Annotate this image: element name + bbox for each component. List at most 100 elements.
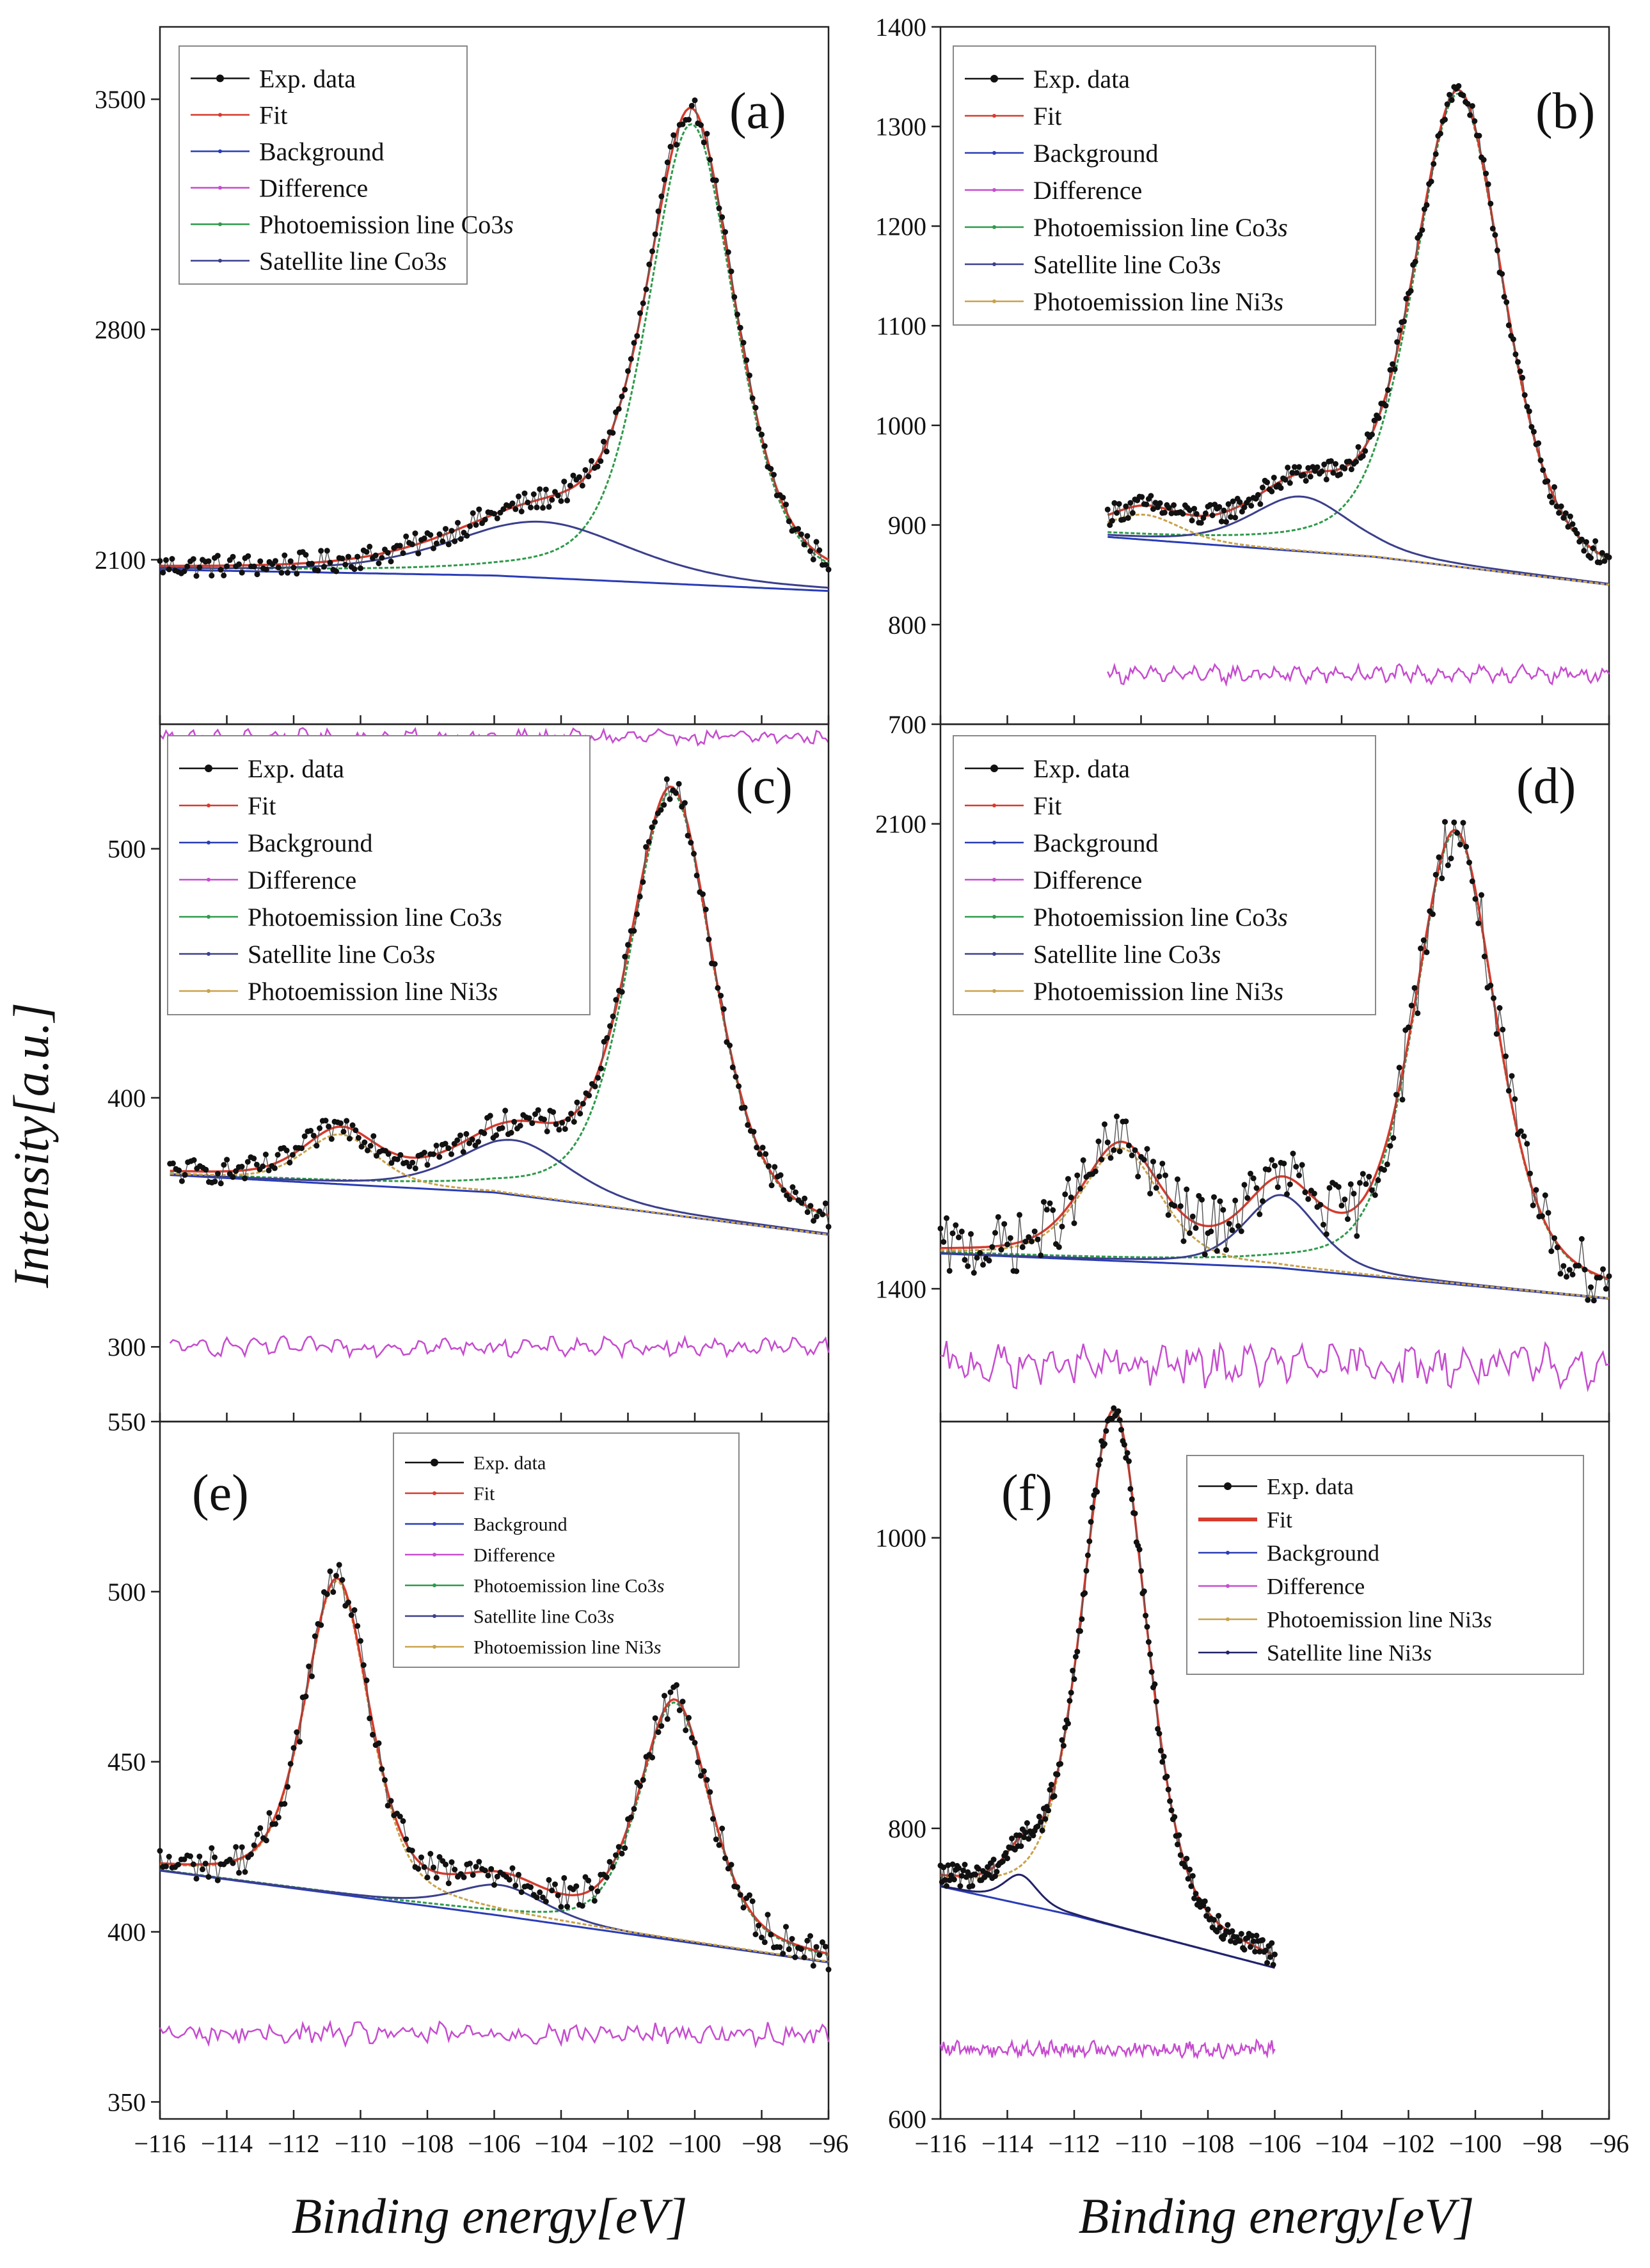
exp-data-point xyxy=(549,1887,555,1894)
exp-data-point xyxy=(518,1889,525,1895)
exp-data-point xyxy=(412,530,418,537)
legend: Exp. data Fit Background Difference Photoemi… xyxy=(1186,1455,1584,1675)
exp-data-point xyxy=(287,558,294,564)
exp-data-point xyxy=(1152,500,1159,506)
exp-data-point xyxy=(582,467,589,473)
exp-data-point xyxy=(370,1133,377,1139)
exp-data-point xyxy=(1177,1852,1184,1859)
exp-data-point xyxy=(1143,1612,1149,1619)
exp-data-point xyxy=(200,1866,205,1873)
exp-data-point xyxy=(750,1129,757,1135)
exp-data-point xyxy=(595,1075,601,1081)
exp-data-point xyxy=(1007,1235,1013,1241)
exp-data-point xyxy=(1302,1189,1308,1196)
exp-data-point xyxy=(1436,854,1442,860)
exp-data-point xyxy=(1337,471,1344,477)
exp-data-point xyxy=(576,474,582,480)
exp-data-point xyxy=(728,268,734,274)
exp-data-points xyxy=(157,1562,832,1972)
exp-data-point xyxy=(166,566,172,573)
legend-label: Satellite line Co3s xyxy=(1033,250,1221,279)
exp-data-point xyxy=(1524,404,1530,410)
exp-data-point xyxy=(1369,1187,1375,1193)
exp-data-point xyxy=(521,490,528,496)
exp-data-point xyxy=(1307,473,1313,480)
exp-data-point xyxy=(1556,510,1562,516)
exp-data-point xyxy=(1582,1267,1588,1273)
exp-data-point xyxy=(266,1167,272,1173)
exp-data-point xyxy=(1260,1198,1265,1204)
series-sat-co xyxy=(160,520,829,589)
exp-data-point xyxy=(556,1127,562,1133)
y-tick-label: 1100 xyxy=(876,312,926,340)
legend-label: Difference xyxy=(259,174,368,203)
exp-data-point xyxy=(565,1116,571,1122)
exp-data-point xyxy=(1202,510,1209,516)
exp-data-point xyxy=(634,911,640,917)
legend-box xyxy=(178,45,468,285)
exp-data-point xyxy=(1124,1450,1130,1456)
exp-data-points xyxy=(937,819,1612,1304)
exp-data-point xyxy=(1121,1441,1127,1448)
exp-data-point xyxy=(271,1165,278,1171)
exp-data-point xyxy=(598,458,604,464)
exp-data-point xyxy=(998,1246,1004,1253)
x-tick-label: −98 xyxy=(1522,2129,1562,2158)
exp-data-point xyxy=(1126,1458,1132,1464)
exp-data-point xyxy=(768,1182,775,1189)
legend-marker xyxy=(992,225,996,229)
exp-data-point xyxy=(1153,1699,1159,1705)
exp-data-point xyxy=(1578,536,1585,543)
exp-data-point xyxy=(308,1127,314,1134)
legend-marker xyxy=(992,114,996,118)
exp-data-point xyxy=(1362,448,1368,454)
exp-data-point xyxy=(759,431,765,438)
exp-data-point xyxy=(1333,461,1338,467)
exp-data-point xyxy=(1558,503,1564,509)
exp-data-point xyxy=(1125,515,1131,521)
exp-data-point xyxy=(1047,1200,1053,1207)
exp-data-point xyxy=(1176,1832,1182,1838)
exp-data-point xyxy=(579,482,585,489)
x-tick-label: −106 xyxy=(468,2129,521,2158)
exp-data-point xyxy=(1464,100,1471,107)
exp-data-point xyxy=(1578,1236,1585,1242)
legend-label: Exp. data xyxy=(248,754,344,783)
legend: Exp. data Fit Background Difference Photoemi… xyxy=(167,735,591,1015)
exp-data-point xyxy=(230,553,236,560)
exp-data-point xyxy=(170,1160,176,1166)
exp-data-point xyxy=(263,1837,269,1844)
series-sat-co xyxy=(170,1139,829,1235)
exp-data-point xyxy=(1384,1161,1390,1168)
exp-data-point xyxy=(301,1133,308,1139)
exp-data-point xyxy=(1090,1505,1095,1511)
exp-data-point xyxy=(772,1164,778,1170)
exp-data-point xyxy=(1193,1225,1199,1231)
exp-data-point xyxy=(1145,1639,1152,1645)
exp-data-point xyxy=(625,942,631,948)
exp-data-point xyxy=(294,1729,300,1735)
exp-data-point xyxy=(337,1120,344,1127)
exp-data-point xyxy=(1135,1173,1141,1180)
exp-data-point xyxy=(254,571,260,578)
exp-data-point xyxy=(1139,494,1145,500)
exp-data-point xyxy=(1184,1855,1190,1862)
exp-data-point xyxy=(816,1952,823,1958)
exp-data-point xyxy=(1460,92,1466,99)
x-tick-label: −96 xyxy=(1589,2129,1630,2158)
exp-data-point xyxy=(811,1217,817,1224)
exp-data-point xyxy=(1129,1496,1135,1502)
exp-data-point xyxy=(354,553,361,560)
exp-data-point xyxy=(1092,1168,1099,1175)
exp-data-point xyxy=(1009,1836,1015,1842)
exp-data-point xyxy=(1533,1187,1539,1193)
exp-data-point xyxy=(1226,1221,1232,1227)
exp-data-point xyxy=(667,1689,674,1695)
exp-data-point xyxy=(191,1157,197,1163)
exp-data-point xyxy=(1165,1786,1171,1793)
exp-data-point xyxy=(1144,1624,1150,1630)
exp-data-point xyxy=(242,1869,248,1875)
exp-data-point xyxy=(1487,200,1494,207)
exp-data-point xyxy=(995,1214,1001,1220)
exp-data-point xyxy=(1390,361,1396,367)
